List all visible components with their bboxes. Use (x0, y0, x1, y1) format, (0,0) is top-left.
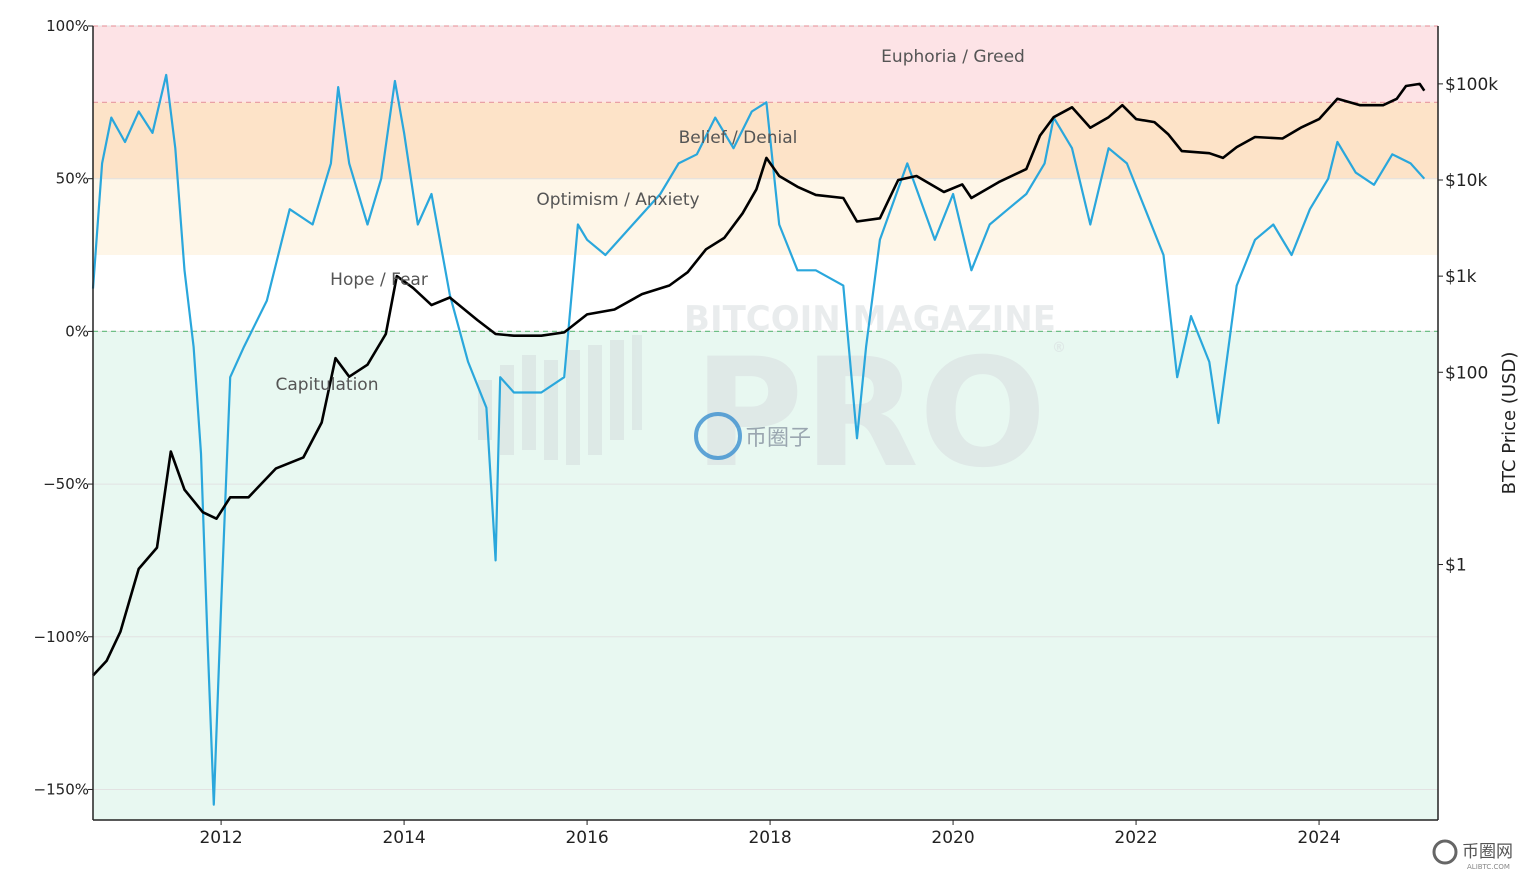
corner-logo-text: 币圈网 (1462, 842, 1513, 862)
sentiment-zones (93, 26, 1438, 820)
zone-labels: Euphoria / Greed Belief / Denial Optimism … (276, 47, 1025, 395)
x-tick-label: 2014 (382, 828, 425, 848)
zone-band-0 (93, 26, 1438, 103)
zone-label-1: Belief / Denial (679, 128, 798, 148)
btc-price-line (92, 82, 1426, 677)
badge-logo-icon (694, 412, 742, 460)
gridlines (93, 25, 1438, 790)
y-tick-label: −50% (43, 475, 89, 493)
badge-text: 币圈子 (745, 426, 811, 451)
y-tick-label: 0% (65, 322, 89, 340)
zone-band-2 (93, 178, 1438, 256)
zone-label-4: Capitulation (276, 375, 379, 395)
y2-tick-label: $100k (1445, 75, 1498, 95)
corner-logo: 币圈网 ALIBTC.COM (1432, 839, 1513, 871)
sentiment-line (91, 73, 1426, 806)
corner-logo-icon (1432, 839, 1458, 865)
y-axis-ticks: 100% 50% 0% −50% −100% −150% (34, 17, 93, 798)
y-tick-label: −150% (34, 780, 89, 798)
watermark-registered: ® (1052, 340, 1066, 356)
x-tick-label: 2012 (199, 828, 242, 848)
y-tick-label: −100% (34, 628, 89, 646)
coin-badge: 币圈子 (694, 412, 811, 460)
y-tick-label: 50% (56, 170, 89, 188)
x-tick-label: 2020 (931, 828, 974, 848)
zone-label-2: Optimism / Anxiety (536, 190, 699, 210)
series-layer (91, 73, 1426, 806)
x-tick-label: 2016 (565, 828, 608, 848)
zone-label-3: Hope / Fear (330, 270, 428, 290)
zone-band-1 (93, 102, 1438, 179)
corner-logo-sub: ALIBTC.COM (1467, 863, 1510, 871)
x-tick-label: 2024 (1297, 828, 1340, 848)
x-axis-ticks: 2012 2014 2016 2018 2020 2022 2024 (199, 820, 1341, 848)
watermark-line2: PRO (694, 327, 1047, 501)
x-tick-label: 2022 (1114, 828, 1157, 848)
zone-band-4 (93, 331, 1438, 820)
y2-axis-title: BTC Price (USD) (1499, 352, 1520, 495)
zone-label-0: Euphoria / Greed (881, 47, 1025, 67)
zone-band-3 (93, 255, 1438, 332)
y2-tick-label: $1 (1445, 556, 1467, 576)
x-tick-label: 2018 (748, 828, 791, 848)
y2-tick-label: $100 (1445, 363, 1488, 383)
y2-axis-ticks: $100k $10k $1k $100 $1 (1438, 75, 1498, 576)
bitcoin-magazine-pro-watermark: BITCOIN MAGAZINE PRO ® (478, 299, 1066, 501)
y2-tick-label: $1k (1445, 267, 1477, 287)
y-tick-label: 100% (46, 17, 89, 35)
y2-tick-label: $10k (1445, 171, 1487, 191)
plot-frame (92, 26, 1439, 821)
